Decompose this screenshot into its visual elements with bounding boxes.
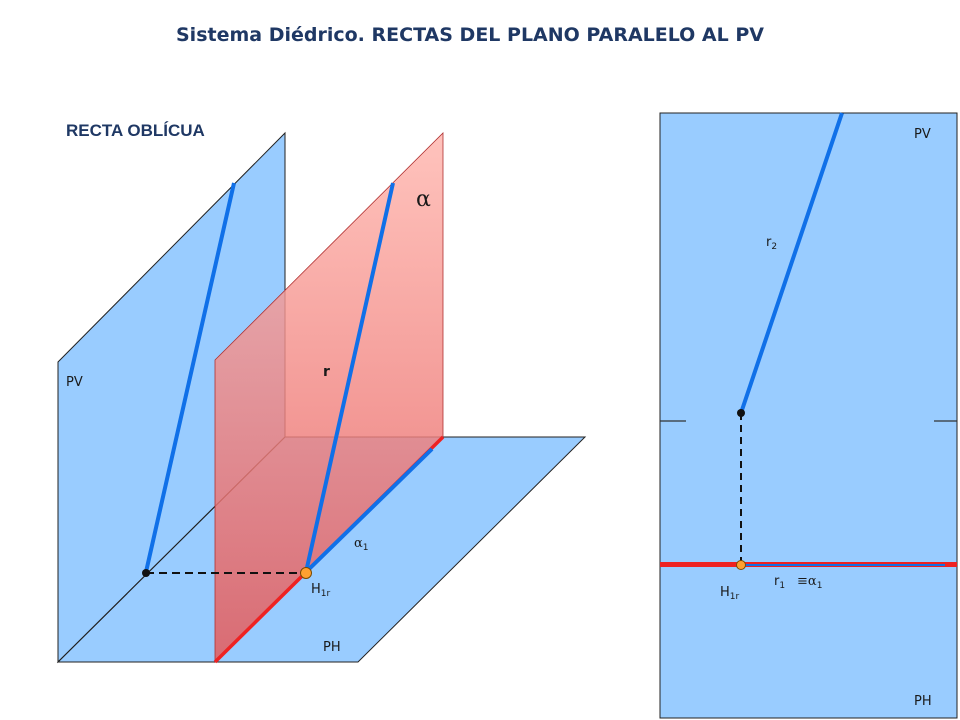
r1-alpha1-equivalence: ≡α1 bbox=[797, 574, 822, 591]
isometric-view: PV PH α r α1 H1r bbox=[56, 131, 587, 664]
r1-projection-3d bbox=[304, 447, 434, 574]
alpha1-label: α1 bbox=[354, 536, 369, 553]
page-title: Sistema Diédrico. RECTAS DEL PLANO PARAL… bbox=[176, 24, 764, 46]
r-label: r bbox=[323, 364, 330, 380]
dihedral-view: PV PH r2 r1 ≡α1 H1r bbox=[659, 112, 958, 719]
pv-label-dihedral: PV bbox=[914, 127, 931, 142]
pv-label: PV bbox=[66, 375, 83, 390]
line-r bbox=[304, 182, 395, 573]
h1r-label: H1r bbox=[311, 582, 331, 599]
alpha-label: α bbox=[416, 187, 431, 212]
ph-label: PH bbox=[323, 640, 341, 655]
point-h1r bbox=[300, 567, 312, 579]
r2-label: r2 bbox=[766, 235, 777, 252]
projection-panel bbox=[659, 112, 958, 719]
section-title: RECTA OBLÍCUA bbox=[66, 121, 205, 140]
h1r-label-dihedral: H1r bbox=[720, 585, 740, 602]
trace-point-pv bbox=[142, 569, 150, 577]
ph-label-dihedral: PH bbox=[914, 694, 932, 709]
r1-label: r1 bbox=[774, 574, 785, 591]
r2-projection-3d bbox=[144, 182, 236, 573]
point-h1r-dihedral bbox=[736, 560, 746, 570]
r2-projection bbox=[739, 112, 844, 414]
